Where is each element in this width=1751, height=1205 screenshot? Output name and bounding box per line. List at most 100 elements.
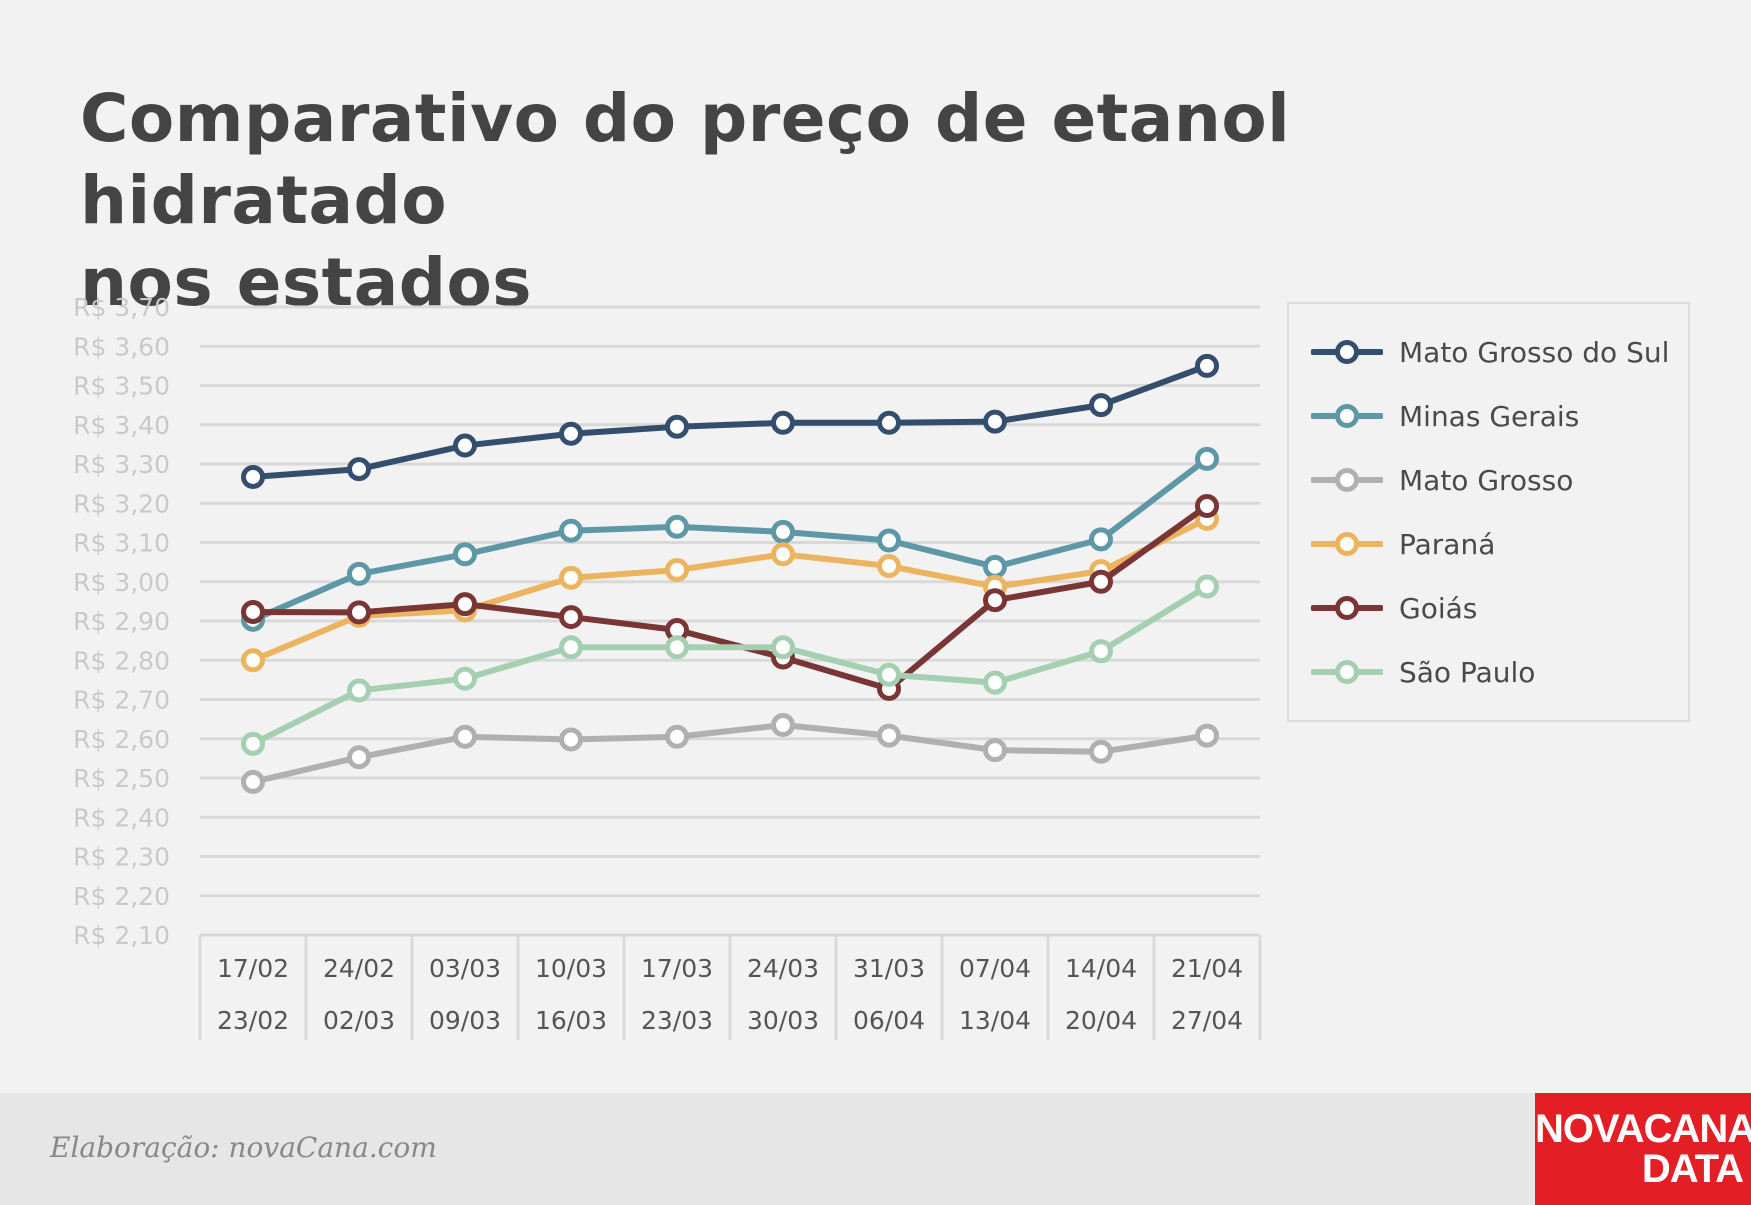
legend-swatch — [1311, 404, 1383, 428]
y-tick-label: R$ 3,20 — [73, 489, 170, 518]
x-tick-label-start: 17/02 — [217, 954, 289, 983]
x-tick-label-start: 10/03 — [535, 954, 607, 983]
legend-label: Mato Grosso do Sul — [1399, 335, 1670, 369]
data-point — [1089, 527, 1113, 552]
data-point — [665, 414, 689, 439]
x-tick-label-start: 31/03 — [853, 954, 925, 983]
y-tick-label: R$ 3,10 — [73, 529, 170, 558]
y-tick-label: R$ 2,70 — [73, 686, 170, 715]
y-tick-label: R$ 2,90 — [73, 607, 170, 636]
data-point — [877, 410, 901, 435]
legend-item: Paraná — [1311, 524, 1495, 564]
series-line — [250, 502, 1210, 692]
series-line — [250, 362, 1210, 480]
x-tick-label-start: 07/04 — [959, 954, 1031, 983]
legend-label: São Paulo — [1399, 655, 1536, 689]
legend-item: Mato Grosso do Sul — [1311, 332, 1669, 372]
data-point — [665, 514, 689, 539]
x-tick-label-end: 23/02 — [217, 1006, 289, 1035]
data-point — [1195, 353, 1219, 378]
data-point — [559, 565, 583, 590]
data-series — [241, 353, 1219, 794]
series-minas-gerais — [241, 446, 1219, 632]
data-point — [241, 464, 265, 489]
data-point — [241, 731, 265, 756]
data-point — [347, 600, 371, 625]
legend-swatch-marker — [1335, 532, 1359, 556]
series-sao-paulo — [241, 574, 1219, 756]
data-point — [347, 457, 371, 482]
line-chart: R$ 3,70 R$ 3,60 R$ 3,50 R$ 3,40 R$ 3,30 R$ 3,… — [73, 293, 1262, 1040]
x-tick-label-start: 21/04 — [1171, 954, 1243, 983]
legend-swatch — [1311, 660, 1383, 684]
x-tick-label-start: 14/04 — [1065, 954, 1137, 983]
series-line — [250, 515, 1210, 664]
y-axis-tick-labels: R$ 3,70 R$ 3,60 R$ 3,50 R$ 3,40 R$ 3,30 R$ 3,… — [73, 293, 170, 950]
y-tick-label: R$ 2,10 — [73, 921, 170, 950]
data-point — [453, 592, 477, 617]
data-point — [559, 635, 583, 660]
logo-text-line-2: DATA — [1641, 1147, 1744, 1191]
source-credit: Elaboração: novaCana.com — [50, 1131, 437, 1164]
novacana-data-logo: NOVACANA DATA — [1535, 1093, 1751, 1205]
data-point — [771, 410, 795, 435]
legend-swatch — [1311, 596, 1383, 620]
data-point — [983, 738, 1007, 763]
x-tick-label-end: 09/03 — [429, 1006, 501, 1035]
y-tick-label: R$ 3,40 — [73, 411, 170, 440]
data-point — [347, 745, 371, 770]
data-point — [1089, 569, 1113, 594]
legend-label: Goiás — [1399, 591, 1478, 625]
data-point — [771, 713, 795, 738]
x-tick-label-end: 02/03 — [323, 1006, 395, 1035]
legend-swatch — [1311, 532, 1383, 556]
data-point — [1089, 639, 1113, 664]
data-point — [241, 769, 265, 794]
data-point — [453, 542, 477, 567]
series-mato-grosso-do-sul — [241, 353, 1219, 489]
y-tick-label: R$ 3,00 — [73, 568, 170, 597]
data-point — [983, 554, 1007, 579]
legend-item: Minas Gerais — [1311, 396, 1579, 436]
x-tick-label-end: 16/03 — [535, 1006, 607, 1035]
data-point — [559, 727, 583, 752]
x-tick-label-end: 27/04 — [1171, 1006, 1243, 1035]
data-point — [1089, 739, 1113, 764]
x-tick-label-start: 24/02 — [323, 954, 395, 983]
y-tick-label: R$ 3,50 — [73, 372, 170, 401]
series-mato-grosso — [241, 713, 1219, 794]
legend-label: Minas Gerais — [1399, 399, 1580, 433]
x-tick-label-end: 30/03 — [747, 1006, 819, 1035]
data-point — [877, 662, 901, 687]
data-point — [1195, 574, 1219, 599]
x-tick-label-start: 17/03 — [641, 954, 713, 983]
data-point — [877, 528, 901, 553]
data-point — [347, 561, 371, 586]
legend-item: Mato Grosso — [1311, 460, 1573, 500]
legend-swatch-marker — [1335, 404, 1359, 428]
data-point — [983, 409, 1007, 434]
legend: Mato Grosso do Sul Minas Gerais Mato Gross… — [1287, 302, 1690, 722]
legend-swatch — [1311, 340, 1383, 364]
data-point — [1195, 446, 1219, 471]
data-point — [983, 588, 1007, 613]
data-point — [241, 648, 265, 673]
x-tick-label-end: 13/04 — [959, 1006, 1031, 1035]
data-point — [453, 666, 477, 691]
y-tick-label: R$ 2,40 — [73, 803, 170, 832]
y-tick-label: R$ 3,30 — [73, 450, 170, 479]
x-tick-label-end: 23/03 — [641, 1006, 713, 1035]
y-tick-label: R$ 2,80 — [73, 646, 170, 675]
x-tick-label-end: 06/04 — [853, 1006, 925, 1035]
y-tick-label: R$ 2,50 — [73, 764, 170, 793]
legend-swatch-marker — [1335, 468, 1359, 492]
data-point — [665, 557, 689, 582]
series-line — [250, 722, 1210, 785]
legend-swatch — [1311, 468, 1383, 492]
data-point — [771, 542, 795, 567]
footer: Elaboração: novaCana.com NOVACANA DATA — [0, 1093, 1751, 1205]
series-line — [250, 583, 1210, 747]
data-point — [453, 724, 477, 749]
legend-item: São Paulo — [1311, 652, 1535, 692]
data-point — [1089, 393, 1113, 418]
